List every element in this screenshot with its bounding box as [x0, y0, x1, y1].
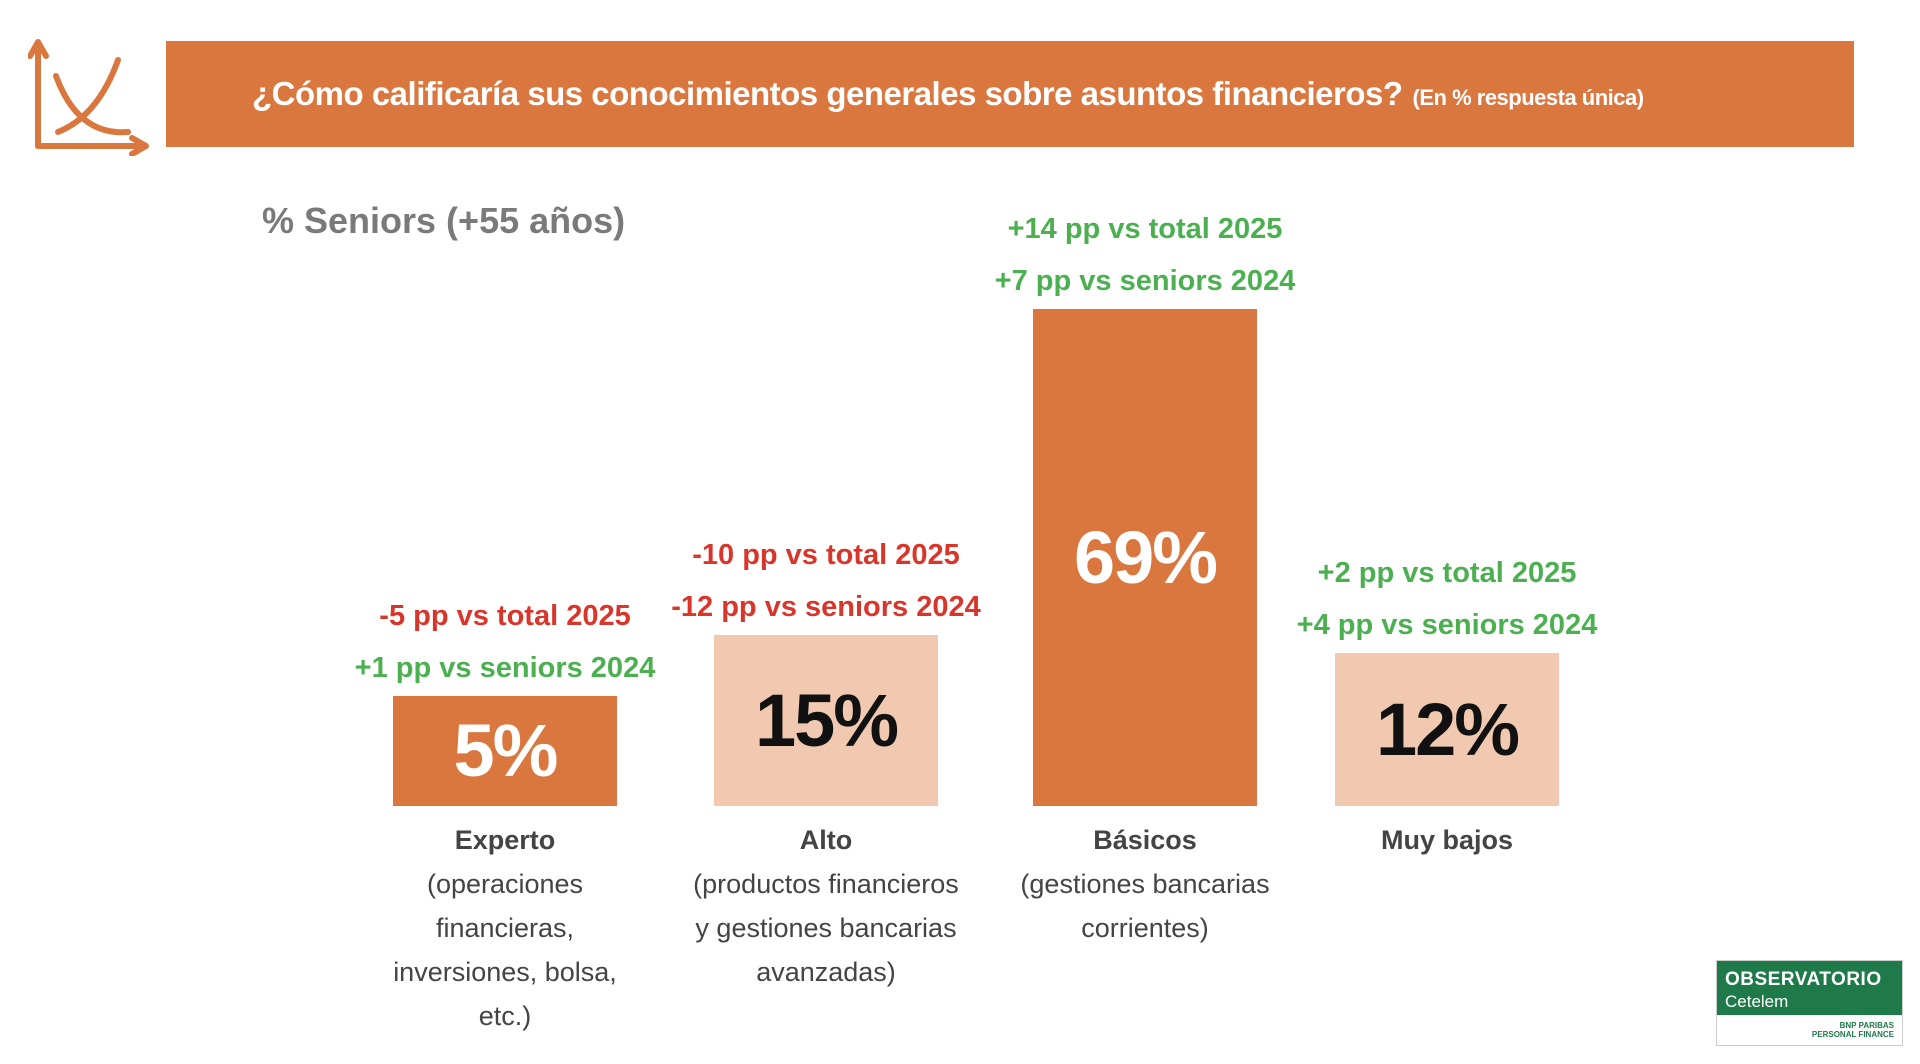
chart-title: ¿Cómo calificaría sus conocimientos gene… — [252, 41, 1644, 147]
logo-band: OBSERVATORIO Cetelem — [1717, 961, 1902, 1015]
logo: OBSERVATORIO Cetelem BNP PARIBAS PERSONAL… — [1716, 960, 1903, 1046]
bar: 5% — [393, 695, 617, 806]
header-bar: ¿Cómo calificaría sus conocimientos gene… — [166, 41, 1854, 147]
annotation: +14 pp vs total 2025 — [1007, 212, 1283, 245]
category-name: Básicos — [1093, 825, 1197, 855]
annotation: -10 pp vs total 2025 — [692, 539, 960, 572]
annotation: -12 pp vs seniors 2024 — [671, 591, 981, 624]
title-note: (En % respuesta única) — [1412, 85, 1645, 110]
logo-brand: Cetelem — [1725, 992, 1789, 1011]
value-label: 69% — [1073, 515, 1218, 599]
logo-name: OBSERVATORIO — [1725, 969, 1882, 990]
category-label: Alto (productos financieros y gestiones b… — [676, 818, 976, 994]
logo-group-name: BNP PARIBAS — [1839, 1021, 1894, 1030]
chart-subtitle: % Seniors (+55 años) — [262, 200, 626, 241]
category-label: Básicos (gestiones bancarias corrientes) — [995, 818, 1295, 950]
category-note: (gestiones bancarias corrientes) — [1020, 869, 1270, 943]
value-label: 12% — [1375, 688, 1520, 772]
value-label: 15% — [754, 679, 899, 763]
category-label: Experto (operaciones financieras, inversi… — [355, 818, 655, 1038]
category-label: Muy bajos — [1297, 818, 1597, 862]
annotation: +2 pp vs total 2025 — [1317, 557, 1577, 590]
annotation: +1 pp vs seniors 2024 — [354, 651, 656, 684]
header-icon — [28, 39, 149, 156]
category-name: Experto — [454, 825, 556, 855]
bar: 69% — [1033, 308, 1257, 806]
annotation: +7 pp vs seniors 2024 — [994, 264, 1296, 297]
bar: 12% — [1335, 653, 1559, 806]
title-text: ¿Cómo calificaría sus conocimientos gene… — [252, 75, 1403, 112]
category-name: Muy bajos — [1380, 825, 1514, 855]
category-note: (productos financieros y gestiones banca… — [693, 869, 959, 987]
logo-group-sub: PERSONAL FINANCE — [1811, 1030, 1894, 1039]
category-note: (operaciones financieras, inversiones, b… — [393, 869, 617, 1031]
value-label: 5% — [453, 709, 559, 793]
bar: 15% — [714, 635, 938, 806]
annotation: -5 pp vs total 2025 — [379, 599, 631, 632]
annotation: +4 pp vs seniors 2024 — [1296, 609, 1598, 642]
logo-group: BNP PARIBAS PERSONAL FINANCE — [1812, 1021, 1894, 1039]
category-name: Alto — [799, 825, 853, 855]
